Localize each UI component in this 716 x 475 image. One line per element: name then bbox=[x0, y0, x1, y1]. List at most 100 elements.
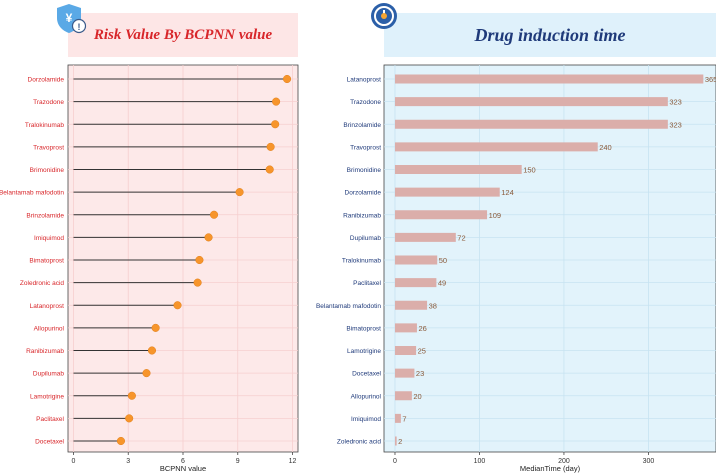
right-category-label: Trazodone bbox=[350, 99, 381, 106]
right-category-label: Zoledronic acid bbox=[337, 439, 381, 446]
right-x-tick-label: 200 bbox=[558, 458, 570, 465]
bar bbox=[394, 346, 417, 355]
left-category-label: Allopurinol bbox=[34, 325, 65, 332]
right-x-tick-label: 0 bbox=[393, 458, 397, 465]
lollipop-dot bbox=[125, 414, 134, 423]
right-category-label: Tralokinumab bbox=[342, 258, 382, 265]
lollipop-dot bbox=[195, 255, 204, 265]
left-category-label: Latanoprost bbox=[30, 303, 65, 310]
right-category-label: Travoprost bbox=[350, 144, 381, 151]
right-category-label: Allopurinol bbox=[351, 393, 382, 400]
left-category-label: Ranibizumab bbox=[26, 348, 64, 355]
lollipop-dot bbox=[147, 346, 157, 355]
bar-value-label: 7 bbox=[402, 414, 406, 423]
bar-value-label: 72 bbox=[457, 233, 465, 242]
bar-value-label: 38 bbox=[429, 301, 437, 310]
right-plot-area bbox=[383, 64, 716, 453]
bar bbox=[394, 187, 500, 197]
bar-value-label: 323 bbox=[669, 98, 682, 107]
yen-shield-alert-icon: ¥ ! bbox=[57, 4, 87, 34]
lollipop-dot bbox=[265, 165, 274, 174]
lollipop-dot bbox=[151, 323, 160, 332]
right-category-label: Docetaxel bbox=[352, 371, 381, 378]
lollipop-dot bbox=[266, 142, 275, 151]
left-x-tick-label: 6 bbox=[181, 458, 185, 465]
lollipop-dot bbox=[235, 188, 244, 197]
left-x-tick-label: 12 bbox=[289, 458, 297, 465]
svg-text:!: ! bbox=[78, 22, 81, 32]
left-category-label: Paclitaxel bbox=[36, 416, 64, 423]
bar bbox=[394, 323, 417, 333]
bar bbox=[394, 278, 437, 288]
bar-value-label: 2 bbox=[398, 437, 402, 446]
clock-icon bbox=[371, 3, 397, 29]
bar bbox=[394, 119, 668, 129]
right-category-label: Brimonidine bbox=[347, 167, 382, 174]
right-category-label: Dupilumab bbox=[350, 235, 381, 242]
right-category-label: Bimatoprost bbox=[346, 325, 381, 332]
bar bbox=[394, 142, 598, 152]
left-category-label: Zoledronic acid bbox=[20, 280, 64, 287]
right-x-axis-label: MedianTime (day) bbox=[520, 464, 581, 473]
bar bbox=[394, 368, 415, 378]
bar bbox=[394, 165, 522, 174]
bar bbox=[394, 232, 456, 242]
lollipop-dot bbox=[173, 301, 182, 310]
left-x-axis-label: BCPNN value bbox=[160, 464, 206, 473]
svg-text:¥: ¥ bbox=[66, 11, 73, 25]
left-category-label: Trazodone bbox=[33, 99, 64, 106]
lollipop-dot bbox=[142, 369, 151, 378]
bar-value-label: 124 bbox=[501, 188, 514, 197]
left-category-label: Bimatoprost bbox=[29, 258, 64, 265]
lollipop-dot bbox=[209, 210, 219, 219]
lollipop-dot bbox=[282, 74, 292, 84]
bar-value-label: 109 bbox=[489, 211, 502, 220]
left-category-label: Travoprost bbox=[33, 144, 64, 151]
bar-value-label: 365 bbox=[705, 75, 716, 84]
left-category-label: Dorzolamide bbox=[28, 77, 65, 84]
bar bbox=[394, 391, 412, 401]
right-x-tick-label: 300 bbox=[643, 458, 655, 465]
lollipop-dot bbox=[116, 436, 125, 446]
left-x-tick-label: 3 bbox=[126, 458, 130, 465]
bar-value-label: 20 bbox=[413, 392, 421, 401]
right-category-label: Brinzolamide bbox=[343, 122, 381, 129]
right-category-label: Dorzolamide bbox=[345, 190, 382, 197]
left-category-label: Lamotrigine bbox=[30, 393, 64, 400]
left-x-tick-label: 9 bbox=[236, 458, 240, 465]
left-category-label: Brimonidine bbox=[30, 167, 65, 174]
lollipop-dot bbox=[193, 278, 202, 287]
right-category-label: Lamotrigine bbox=[347, 348, 381, 355]
right-category-label: Ranibizumab bbox=[343, 212, 381, 219]
bar bbox=[394, 255, 438, 265]
right-chart-title: Drug induction time bbox=[384, 13, 716, 57]
left-category-label: Tralokinumab bbox=[25, 122, 65, 129]
bar bbox=[394, 413, 401, 423]
bar bbox=[394, 436, 397, 446]
bar bbox=[394, 97, 668, 107]
bar-value-label: 26 bbox=[418, 324, 426, 333]
bar-value-label: 23 bbox=[416, 369, 424, 378]
right-category-label: Belantamab mafodotin bbox=[316, 303, 381, 310]
left-category-label: Imiquimod bbox=[34, 235, 64, 242]
right-category-label: Latanoprost bbox=[347, 77, 382, 84]
left-category-label: Docetaxel bbox=[35, 439, 64, 446]
bar bbox=[394, 74, 704, 84]
left-category-label: Dupilumab bbox=[33, 371, 64, 378]
left-x-tick-label: 0 bbox=[72, 458, 76, 465]
bar-value-label: 25 bbox=[418, 347, 426, 356]
left-category-label: Brinzolamide bbox=[26, 212, 64, 219]
bar bbox=[394, 210, 488, 220]
lollipop-dot bbox=[271, 120, 280, 129]
lollipop-dot bbox=[127, 391, 136, 400]
lollipop-dot bbox=[272, 97, 281, 106]
bar-value-label: 150 bbox=[523, 166, 536, 175]
left-plot-area bbox=[67, 64, 299, 453]
right-category-label: Paclitaxel bbox=[353, 280, 381, 287]
bar-value-label: 49 bbox=[438, 279, 446, 288]
left-chart-title: Risk Value By BCPNN value bbox=[68, 13, 298, 57]
bar-value-label: 50 bbox=[439, 256, 447, 265]
right-category-label: Imiquimod bbox=[351, 416, 381, 423]
right-x-tick-label: 100 bbox=[474, 458, 486, 465]
